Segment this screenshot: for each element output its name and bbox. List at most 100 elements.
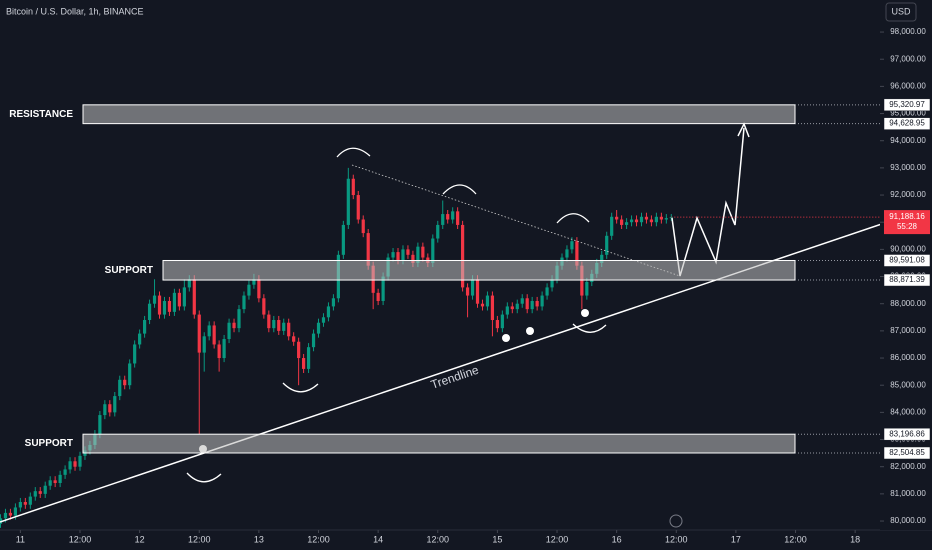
zone-price-label: 83,196.86 — [889, 429, 925, 438]
zone-label: SUPPORT — [105, 265, 153, 276]
candle-body — [272, 320, 276, 329]
candle-body — [58, 474, 62, 484]
candle-body — [162, 300, 167, 315]
candle-body — [267, 314, 271, 329]
candle-body — [182, 287, 186, 307]
zone-price-label: 88,871.39 — [889, 275, 925, 284]
candle-body — [28, 496, 32, 505]
candle-body — [629, 219, 634, 223]
candle-body — [510, 306, 514, 310]
candle-body — [624, 222, 629, 225]
candle-body — [396, 252, 400, 261]
candle-body — [157, 295, 162, 315]
swing-arcs — [186, 147, 607, 483]
candle-body — [152, 295, 157, 304]
y-tick-label: 85,000.00 — [890, 380, 926, 389]
candle-body — [664, 218, 668, 220]
candle-body — [232, 322, 236, 329]
candle-body — [470, 279, 475, 296]
countdown: 55:28 — [897, 222, 918, 231]
candle-body — [346, 178, 350, 225]
candle-body — [639, 216, 644, 223]
candle-body — [292, 336, 296, 342]
candle-body — [485, 295, 490, 307]
x-tick-label: 12:00 — [784, 534, 807, 544]
candle-body — [103, 404, 107, 416]
candle-body — [222, 339, 226, 359]
candle-body — [431, 238, 435, 263]
x-tick-label: 12:00 — [665, 534, 688, 544]
current-price-tag — [884, 210, 930, 235]
candle-body — [326, 306, 331, 318]
candle-body — [108, 404, 112, 413]
candle-body — [172, 292, 177, 312]
y-tick-label: 84,000.00 — [890, 407, 926, 416]
y-tick-label: 93,000.00 — [890, 163, 926, 172]
candle-body — [451, 211, 455, 220]
touch-point — [526, 327, 534, 335]
candle-body — [282, 322, 286, 331]
candle-body — [615, 216, 619, 220]
candle-body — [411, 254, 415, 263]
zone-price-tag — [883, 117, 931, 130]
candle-body — [605, 235, 609, 255]
candle-body — [406, 249, 410, 255]
candle-body — [73, 461, 77, 467]
trendline — [0, 206, 932, 523]
events-icon[interactable] — [669, 514, 683, 528]
candle-body — [515, 303, 519, 310]
touch-point — [581, 309, 589, 317]
candle-body — [217, 344, 221, 359]
y-tick-label: 96,000.00 — [890, 81, 926, 90]
candle-body — [505, 306, 509, 315]
current-price-label: 91,188.16 — [889, 212, 925, 221]
x-tick-label: 12:00 — [188, 534, 211, 544]
candle-body — [306, 347, 311, 369]
candle-body — [361, 219, 365, 234]
candle-body — [376, 292, 380, 301]
candle-body — [48, 480, 52, 486]
zone-price-tag — [883, 98, 931, 112]
candle-body — [649, 219, 654, 223]
candle-body — [316, 322, 321, 334]
candle-body — [212, 325, 216, 345]
candle-body — [644, 216, 649, 220]
x-tick-label: 15 — [492, 534, 502, 544]
candle-body — [600, 254, 604, 263]
zone-price-tag — [883, 273, 931, 287]
candle-body — [138, 333, 142, 345]
candle-body — [257, 279, 261, 299]
candle-body — [247, 284, 251, 296]
candle-body — [351, 178, 355, 196]
currency-button[interactable] — [885, 2, 917, 22]
zone — [82, 104, 796, 125]
candle-body — [436, 224, 440, 239]
candle-body — [33, 491, 37, 497]
zone-price-tag — [883, 254, 931, 267]
y-tick-label: 92,000.00 — [890, 190, 926, 199]
candle-body — [545, 287, 549, 296]
candle-body — [38, 491, 42, 494]
candle-body — [391, 252, 395, 258]
candle-body — [490, 295, 495, 321]
candle-body — [366, 233, 370, 266]
candle-body — [287, 322, 291, 337]
candle-body — [550, 279, 554, 288]
y-tick-label: 94,000.00 — [890, 136, 926, 145]
candle-body — [18, 502, 22, 508]
y-tick-label: 97,000.00 — [890, 54, 926, 63]
candle-body — [123, 379, 127, 386]
x-tick-label: 11 — [16, 534, 25, 544]
candle-body — [480, 303, 485, 307]
candle-body — [207, 325, 211, 337]
zone — [162, 259, 796, 281]
candle-body — [669, 217, 673, 219]
candle-body — [401, 249, 405, 261]
candle-body — [441, 214, 445, 225]
candle-body — [113, 396, 117, 413]
candle-body — [659, 216, 663, 220]
candle-body — [43, 485, 47, 494]
y-tick-label: 82,000.00 — [890, 462, 926, 471]
candle-body — [475, 279, 480, 304]
